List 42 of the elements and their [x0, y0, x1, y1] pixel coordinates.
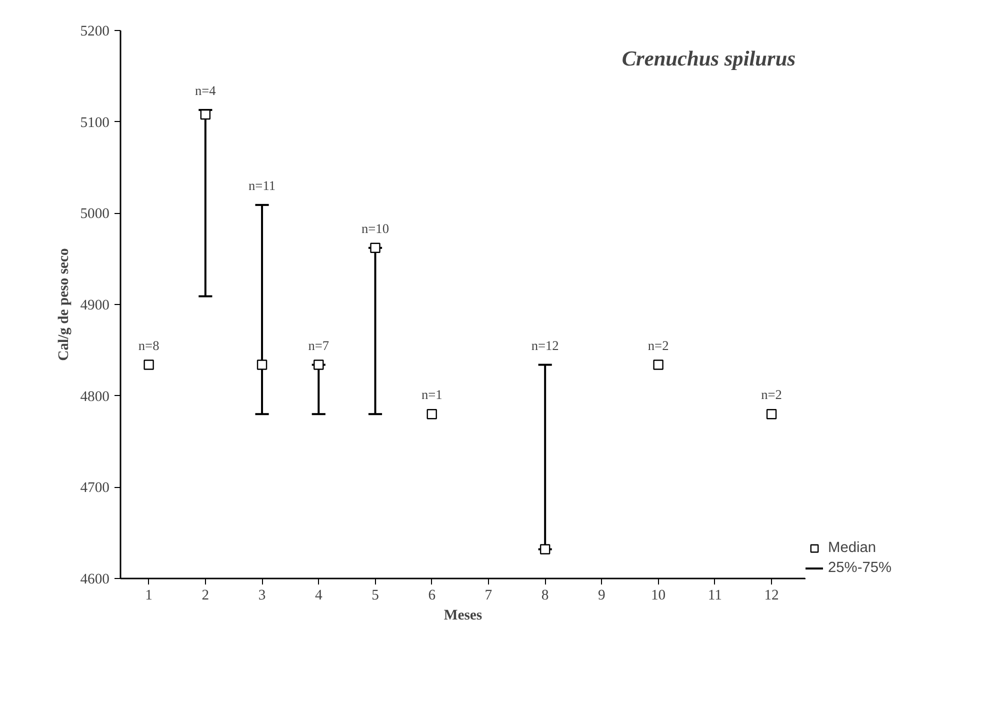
- point: [426, 409, 437, 420]
- x-tick-label: 3: [258, 588, 266, 604]
- point: [256, 360, 268, 370]
- x-tick-label: 2: [202, 588, 210, 604]
- y-tick-label: 5200: [80, 24, 110, 40]
- x-tick-label: 10: [650, 588, 666, 604]
- y-tick-label: 4800: [80, 388, 110, 405]
- point: [370, 242, 380, 253]
- annotation: n=11: [248, 178, 276, 193]
- y-tick-label: 5100: [80, 114, 110, 131]
- x-tick-label: 12: [764, 588, 779, 604]
- x-tick-label: 4: [314, 588, 323, 604]
- y-axis-title: Cal/g de peso seco: [56, 248, 72, 361]
- y-tick-label: 4700: [80, 480, 110, 496]
- x-tick-label: 11: [708, 588, 722, 604]
- point: [200, 109, 211, 120]
- text: 25%-75%: [828, 560, 892, 576]
- annotation: n=2: [648, 338, 669, 353]
- x-axis-title: Meses: [444, 608, 482, 624]
- point: [314, 360, 324, 370]
- y-tick-label: 5000: [80, 206, 110, 222]
- annotation: n=12: [531, 338, 559, 353]
- annotation: n=1: [421, 387, 442, 402]
- annotation: n=2: [761, 387, 782, 402]
- text: Crenuchus spilurus: [622, 46, 796, 70]
- y-tick-label: 4600: [80, 572, 110, 588]
- y-tick-label: 4900: [80, 298, 110, 314]
- x-tick-label: 6: [428, 588, 436, 604]
- point: [653, 360, 664, 370]
- x-tick-label: 5: [372, 588, 379, 604]
- x-tick-label: 7: [484, 588, 492, 604]
- x-tick-label: 1: [145, 588, 152, 604]
- x-tick-label: 9: [598, 588, 606, 604]
- legend-label: Median: [828, 540, 876, 556]
- annotation: n=7: [308, 338, 330, 353]
- point: [144, 360, 154, 370]
- point: [766, 409, 777, 420]
- point: [540, 544, 550, 554]
- annotation: n=8: [138, 338, 160, 353]
- x-tick-label: 8: [541, 588, 549, 604]
- annotation: n=4: [194, 82, 216, 98]
- annotation: n=10: [362, 220, 390, 236]
